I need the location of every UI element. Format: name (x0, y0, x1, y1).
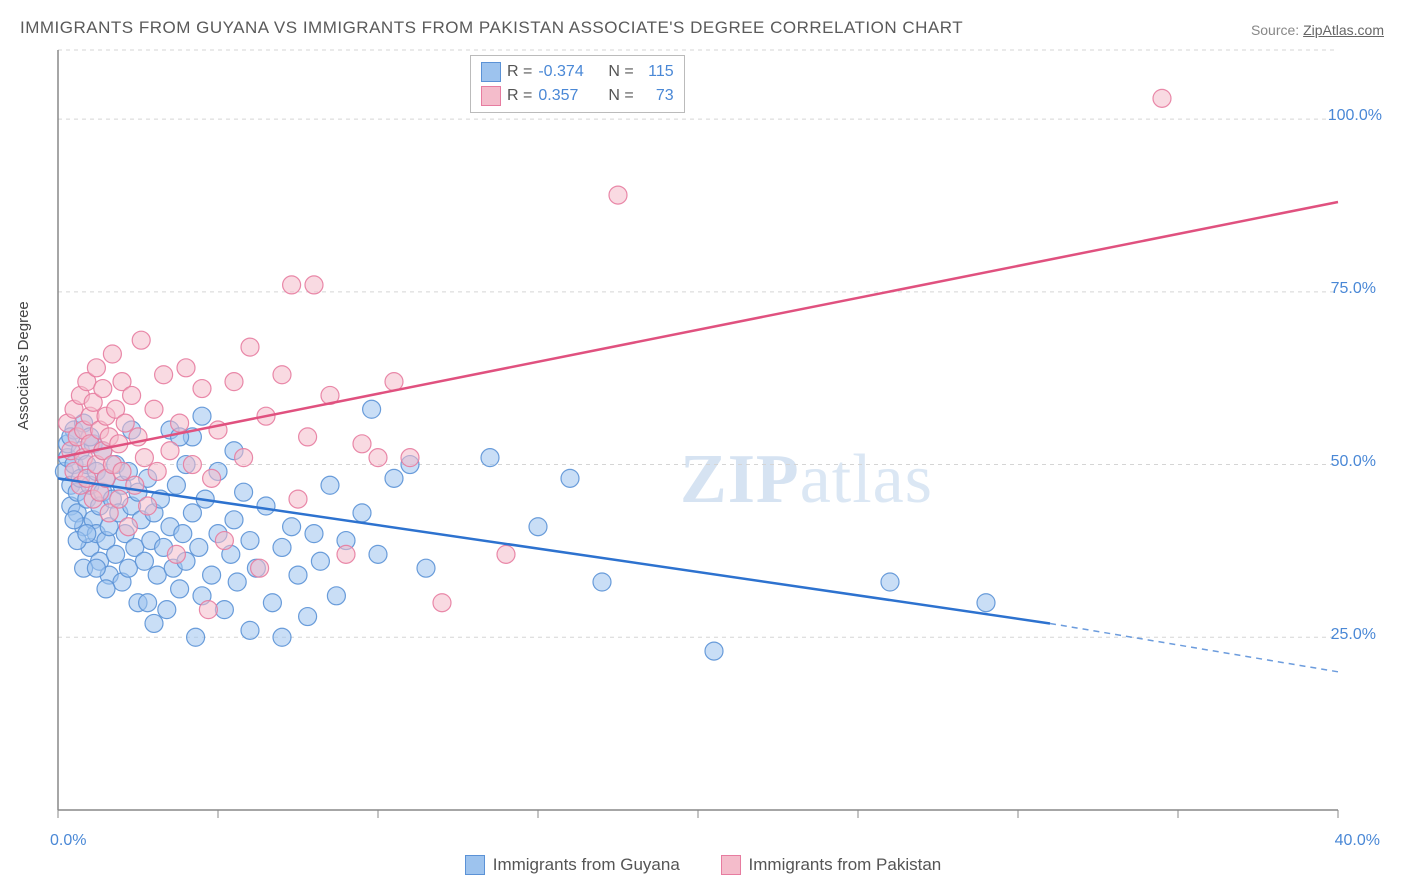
swatch-pakistan (481, 86, 501, 106)
bottom-legend: Immigrants from Guyana Immigrants from P… (0, 855, 1406, 880)
n-value-pakistan: 73 (640, 84, 674, 108)
r-label: R = (507, 84, 532, 108)
correlation-legend: R = -0.374 N = 115 R = 0.357 N = 73 (470, 55, 685, 113)
y-tick-100: 100.0% (1328, 107, 1382, 125)
y-tick-25: 25.0% (1331, 626, 1376, 644)
legend-row-pakistan: R = 0.357 N = 73 (481, 84, 674, 108)
legend-item-pakistan: Immigrants from Pakistan (721, 855, 942, 875)
r-value-pakistan: 0.357 (538, 84, 594, 108)
n-value-guyana: 115 (640, 60, 674, 84)
n-label: N = (608, 60, 633, 84)
swatch-guyana (465, 855, 485, 875)
n-label: N = (608, 84, 633, 108)
r-label: R = (507, 60, 532, 84)
swatch-guyana (481, 62, 501, 82)
legend-label: Immigrants from Guyana (493, 855, 680, 875)
legend-row-guyana: R = -0.374 N = 115 (481, 60, 674, 84)
legend-label: Immigrants from Pakistan (749, 855, 942, 875)
swatch-pakistan (721, 855, 741, 875)
scatter-chart (0, 0, 1406, 892)
r-value-guyana: -0.374 (538, 60, 594, 84)
x-tick-40: 40.0% (1335, 832, 1380, 850)
y-tick-75: 75.0% (1331, 280, 1376, 298)
legend-item-guyana: Immigrants from Guyana (465, 855, 680, 875)
y-tick-50: 50.0% (1331, 453, 1376, 471)
x-tick-0: 0.0% (50, 832, 86, 850)
